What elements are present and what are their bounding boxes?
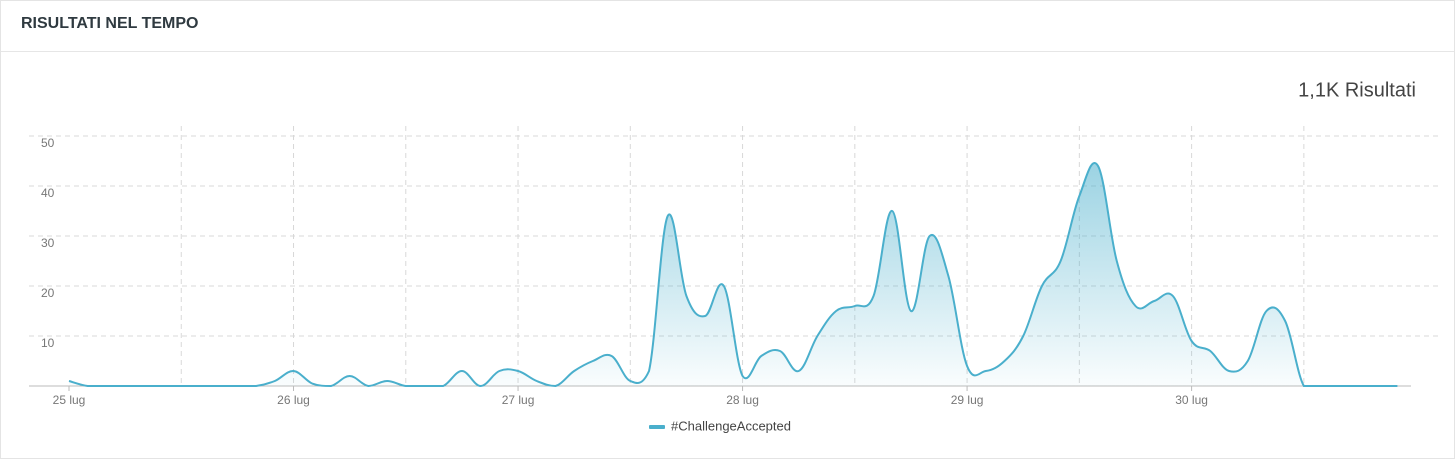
x-tick-label: 30 lug [1175,393,1208,407]
y-tick-label: 20 [41,286,55,300]
y-tick-label: 10 [41,336,55,350]
header: RISULTATI NEL TEMPO [1,1,1454,52]
y-tick-label: 30 [41,236,55,250]
x-tick-label: 25 lug [53,393,86,407]
chart: 1,1K Risultati 10 20 30 40 50 25 lug 26 lug 27 … [29,79,1441,433]
y-tick-label: 50 [41,136,55,150]
y-tick-label: 40 [41,186,55,200]
legend-label: #ChallengeAccepted [671,418,791,433]
legend-swatch [649,425,665,429]
x-tick-label: 27 lug [502,393,535,407]
x-tick-label: 26 lug [277,393,310,407]
area [69,162,1398,386]
x-tick-label: 28 lug [726,393,759,407]
x-tick-label: 29 lug [951,393,984,407]
line [68,162,1398,388]
widget-title: RISULTATI NEL TEMPO [21,15,199,32]
total-results: 1,1K Risultati [1298,79,1416,101]
